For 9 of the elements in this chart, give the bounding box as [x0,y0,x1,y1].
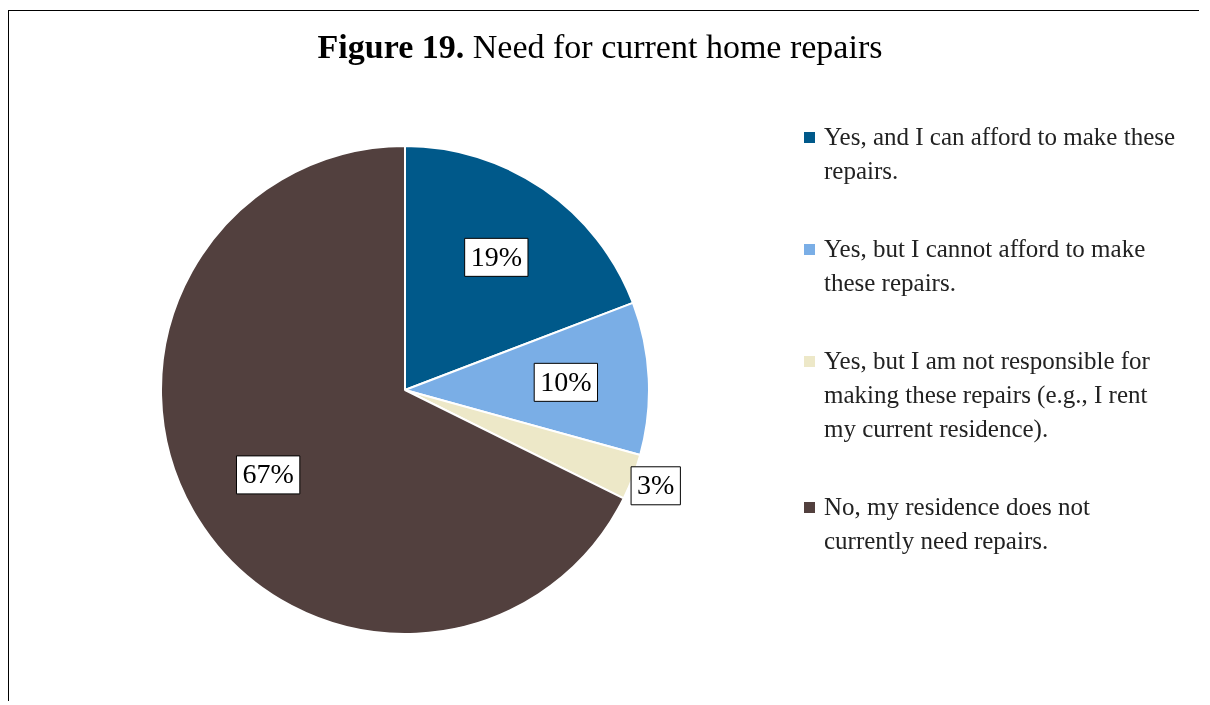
legend-label: Yes, but I cannot afford to make these repairs. [824,235,1146,296]
legend-label: Yes, and I can afford to make these repairs. [824,123,1176,184]
legend-label: No, my residence does not currently need repairs. [824,493,1090,554]
data-label: 10% [540,365,592,397]
data-label: 3% [637,469,675,501]
chart-title: Figure 19. Need for current home repairs [316,28,884,66]
legend-label: Yes, but I am not responsible for making these repairs (e.g., I rent my current residence). [824,347,1150,442]
data-label: 67% [242,458,294,490]
data-label: 19% [470,240,522,272]
